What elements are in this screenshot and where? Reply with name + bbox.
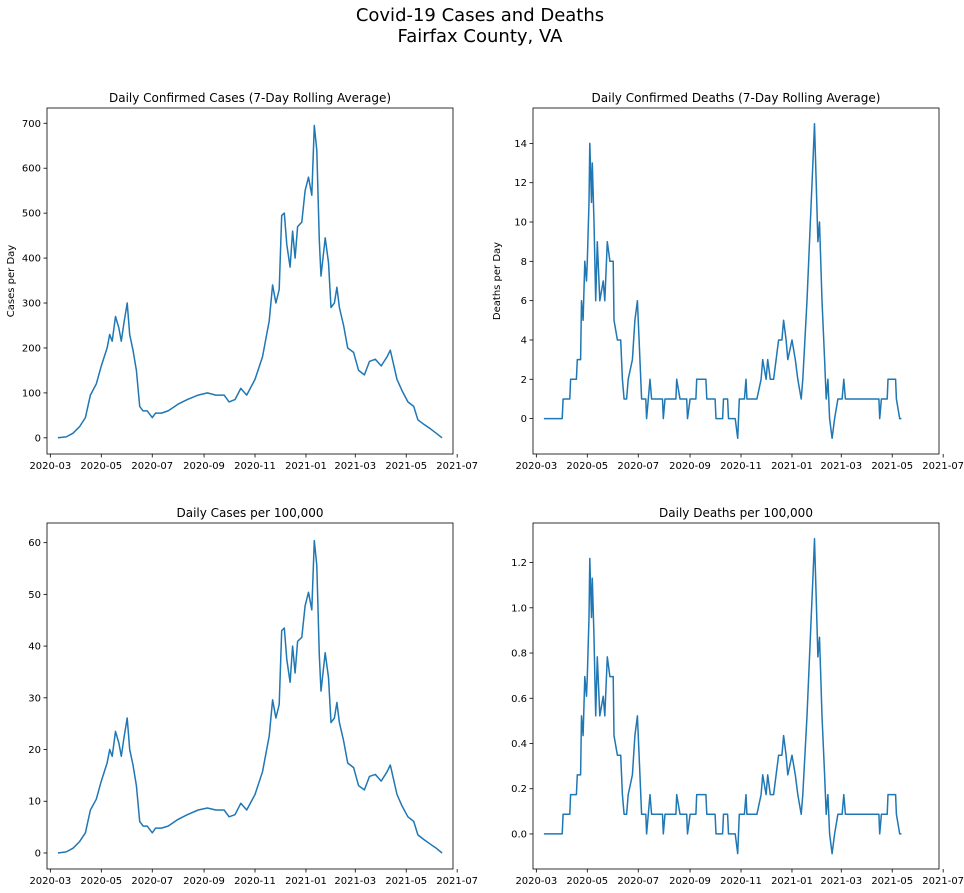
x-tick-label: 2021-01 bbox=[771, 461, 813, 472]
x-tick-label: 2020-05 bbox=[566, 876, 608, 887]
y-tick-label: 14 bbox=[514, 139, 527, 150]
x-tick-label: 2021-07 bbox=[922, 876, 964, 887]
x-tick-label: 2020-11 bbox=[234, 876, 276, 887]
y-tick-label: 40 bbox=[28, 642, 41, 653]
x-tick-label: 2020-07 bbox=[131, 461, 173, 472]
y-tick-label: 8 bbox=[521, 257, 527, 268]
x-tick-label: 2020-03 bbox=[515, 876, 557, 887]
x-tick-label: 2021-03 bbox=[820, 876, 862, 887]
x-tick-label: 2020-03 bbox=[29, 461, 71, 472]
chart-title: Daily Confirmed Deaths (7-Day Rolling Av… bbox=[592, 91, 881, 105]
y-tick-label: 500 bbox=[22, 209, 41, 220]
y-tick-label: 200 bbox=[22, 343, 41, 354]
y-tick-label: 0 bbox=[35, 848, 41, 859]
y-tick-label: 10 bbox=[514, 218, 527, 229]
plot-area-frame bbox=[46, 107, 454, 455]
x-tick-label: 2020-05 bbox=[80, 461, 122, 472]
plot-area-frame bbox=[46, 522, 454, 870]
x-tick-label: 2020-09 bbox=[183, 876, 225, 887]
x-tick-label: 2021-03 bbox=[334, 461, 376, 472]
y-tick-label: 20 bbox=[28, 745, 41, 756]
plot-area-frame bbox=[532, 522, 940, 870]
x-tick-label: 2021-05 bbox=[385, 461, 427, 472]
x-tick-label: 2021-05 bbox=[871, 876, 913, 887]
chart-panel-2: Daily Confirmed Deaths (7-Day Rolling Av… bbox=[492, 91, 964, 472]
y-tick-label: 600 bbox=[22, 164, 41, 175]
x-tick-label: 2020-07 bbox=[617, 876, 659, 887]
series-line bbox=[543, 538, 902, 855]
x-tick-label: 2020-11 bbox=[234, 461, 276, 472]
y-tick-label: 0.4 bbox=[511, 739, 527, 750]
x-tick-label: 2020-11 bbox=[720, 876, 762, 887]
x-tick-label: 2020-05 bbox=[80, 876, 122, 887]
y-tick-label: 0.2 bbox=[511, 784, 527, 795]
x-tick-label: 2020-09 bbox=[669, 461, 711, 472]
y-tick-label: 1.0 bbox=[511, 603, 527, 614]
y-tick-label: 700 bbox=[22, 119, 41, 130]
series-line bbox=[57, 539, 443, 854]
x-tick-label: 2021-07 bbox=[436, 461, 478, 472]
x-tick-label: 2021-05 bbox=[871, 461, 913, 472]
suptitle-line-2: Fairfax County, VA bbox=[398, 26, 564, 47]
chart-panel-4: Daily Deaths per 100,000 2020-03 2020-05 20… bbox=[511, 506, 964, 887]
x-tick-label: 2021-05 bbox=[385, 876, 427, 887]
chart-title: Daily Confirmed Cases (7-Day Rolling Ave… bbox=[109, 91, 391, 105]
y-tick-label: 0 bbox=[521, 414, 527, 425]
x-tick-label: 2020-11 bbox=[720, 461, 762, 472]
y-tick-label: 300 bbox=[22, 299, 41, 310]
x-tick-label: 2020-03 bbox=[515, 461, 557, 472]
series-line bbox=[57, 124, 443, 439]
x-tick-label: 2021-03 bbox=[334, 876, 376, 887]
x-tick-label: 2020-03 bbox=[29, 876, 71, 887]
y-tick-label: 0 bbox=[35, 433, 41, 444]
y-tick-label: 100 bbox=[22, 388, 41, 399]
y-tick-label: 60 bbox=[28, 538, 41, 549]
y-tick-label: 0.6 bbox=[511, 694, 527, 705]
chart-title: Daily Deaths per 100,000 bbox=[659, 506, 813, 520]
x-tick-label: 2021-01 bbox=[285, 461, 327, 472]
y-tick-label: 30 bbox=[28, 693, 41, 704]
series-line bbox=[543, 122, 902, 440]
y-tick-label: 6 bbox=[521, 296, 527, 307]
y-tick-label: 50 bbox=[28, 590, 41, 601]
chart-title: Daily Cases per 100,000 bbox=[177, 506, 324, 520]
y-tick-label: 1.2 bbox=[511, 558, 527, 569]
x-tick-label: 2021-01 bbox=[771, 876, 813, 887]
x-tick-label: 2021-03 bbox=[820, 461, 862, 472]
x-tick-label: 2020-07 bbox=[131, 876, 173, 887]
y-tick-label: 2 bbox=[521, 375, 527, 386]
y-axis-label: Deaths per Day bbox=[492, 242, 503, 320]
y-tick-label: 12 bbox=[514, 178, 527, 189]
x-tick-label: 2020-07 bbox=[617, 461, 659, 472]
plot-area-frame bbox=[532, 107, 940, 455]
x-tick-label: 2021-07 bbox=[436, 876, 478, 887]
x-tick-label: 2020-09 bbox=[669, 876, 711, 887]
y-tick-label: 0.0 bbox=[511, 829, 527, 840]
x-tick-label: 2021-01 bbox=[285, 876, 327, 887]
y-tick-label: 0.8 bbox=[511, 649, 527, 660]
y-tick-label: 4 bbox=[521, 335, 527, 346]
x-tick-label: 2020-05 bbox=[566, 461, 608, 472]
x-tick-label: 2021-07 bbox=[922, 461, 964, 472]
y-tick-label: 10 bbox=[28, 797, 41, 808]
y-tick-label: 400 bbox=[22, 254, 41, 265]
y-axis-label: Cases per Day bbox=[6, 245, 17, 317]
x-tick-label: 2020-09 bbox=[183, 461, 225, 472]
chart-panel-1: Daily Confirmed Cases (7-Day Rolling Ave… bbox=[6, 91, 478, 472]
suptitle-line-1: Covid-19 Cases and Deaths bbox=[356, 5, 604, 26]
